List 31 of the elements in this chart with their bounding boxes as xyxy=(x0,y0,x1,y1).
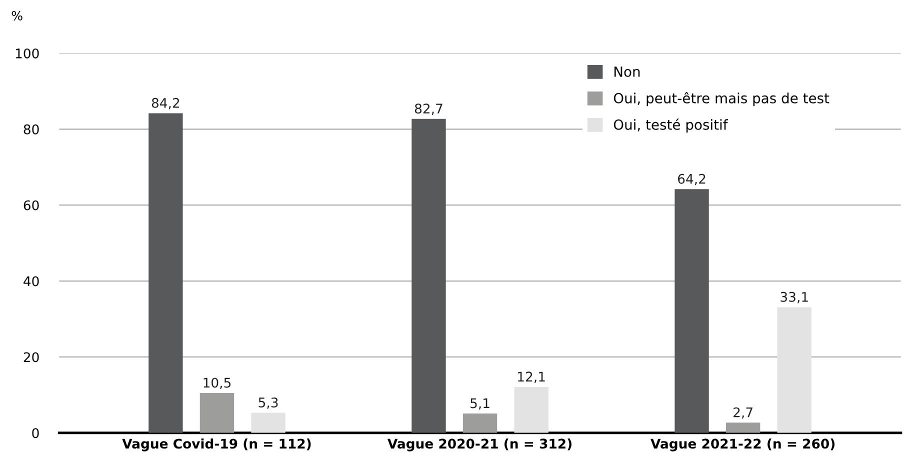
bar xyxy=(777,307,812,433)
bar xyxy=(148,113,183,433)
text: 5,3 xyxy=(258,397,278,409)
y-tick-label: 0 xyxy=(32,428,39,438)
x-tick-label: Vague 2021-22 (n = 260) xyxy=(650,438,835,452)
text: 5,1 xyxy=(470,398,490,410)
bar xyxy=(514,386,548,433)
bar xyxy=(674,189,709,433)
y-tick-label: 20 xyxy=(24,352,39,362)
text: 12,1 xyxy=(518,372,545,383)
y-tick-label: 80 xyxy=(24,124,39,134)
y-tick-label: 60 xyxy=(24,200,39,210)
legend-label: Oui, testé positif xyxy=(614,118,728,133)
bar xyxy=(200,393,234,433)
legend-label: Oui, peut-être mais pas de test xyxy=(614,92,830,106)
bar xyxy=(412,118,446,433)
text: 84,2 xyxy=(152,98,180,110)
y-axis-title: % xyxy=(12,10,22,20)
text: 64,2 xyxy=(678,174,706,186)
bar xyxy=(462,414,498,433)
bar xyxy=(726,422,760,433)
text: 2,7 xyxy=(734,407,752,419)
x-tick-label: Vague 2020-21 (n = 312) xyxy=(388,438,572,452)
text: 33,1 xyxy=(780,292,808,304)
text: 82,7 xyxy=(414,104,442,115)
x-tick-label: Vague Covid-19 (n = 112) xyxy=(122,438,311,452)
y-tick-label: 40 xyxy=(24,276,39,286)
y-tick-label: 100 xyxy=(16,48,39,58)
legend-label: Non xyxy=(614,66,640,77)
text: 10,5 xyxy=(204,378,231,390)
bar xyxy=(251,412,286,433)
